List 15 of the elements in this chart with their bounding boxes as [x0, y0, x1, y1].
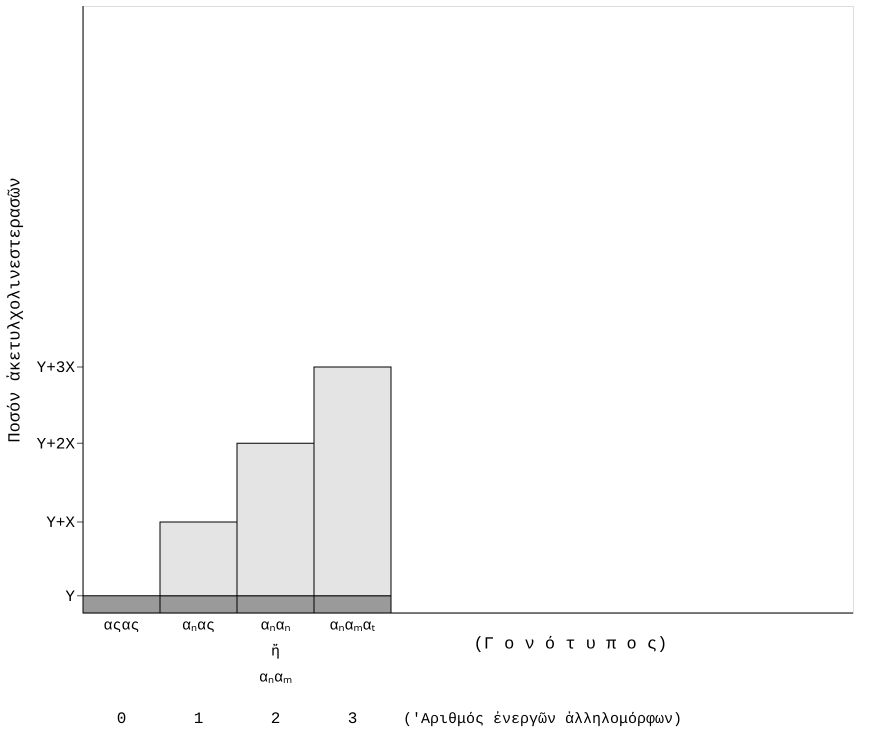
text: 2: [270, 710, 280, 728]
x-tick-label: αςας: [103, 618, 140, 634]
x-tick-label: αₙαₘαₜ: [329, 618, 376, 634]
text: Y+X: [46, 514, 76, 532]
text: 3: [348, 710, 358, 728]
text: Y+3X: [36, 359, 76, 377]
text: Y+2X: [36, 435, 76, 454]
text: Y: [65, 588, 76, 606]
x-tick-label: αₙαₙ ἤ αₙαₘ: [258, 618, 292, 686]
text: 0: [116, 710, 126, 728]
x-tick-label: αₙας: [182, 618, 216, 634]
text: ('Αριθμός ἐνεργῶν ἀλληλομόρφων): [403, 711, 682, 728]
text: 1: [194, 710, 204, 728]
x-axis-title: (Γ ο ν ό τ υ π ο ς): [474, 636, 668, 654]
y-axis-title: Ποσόν ἀκετυλχολινεστερασῶν: [6, 177, 26, 443]
